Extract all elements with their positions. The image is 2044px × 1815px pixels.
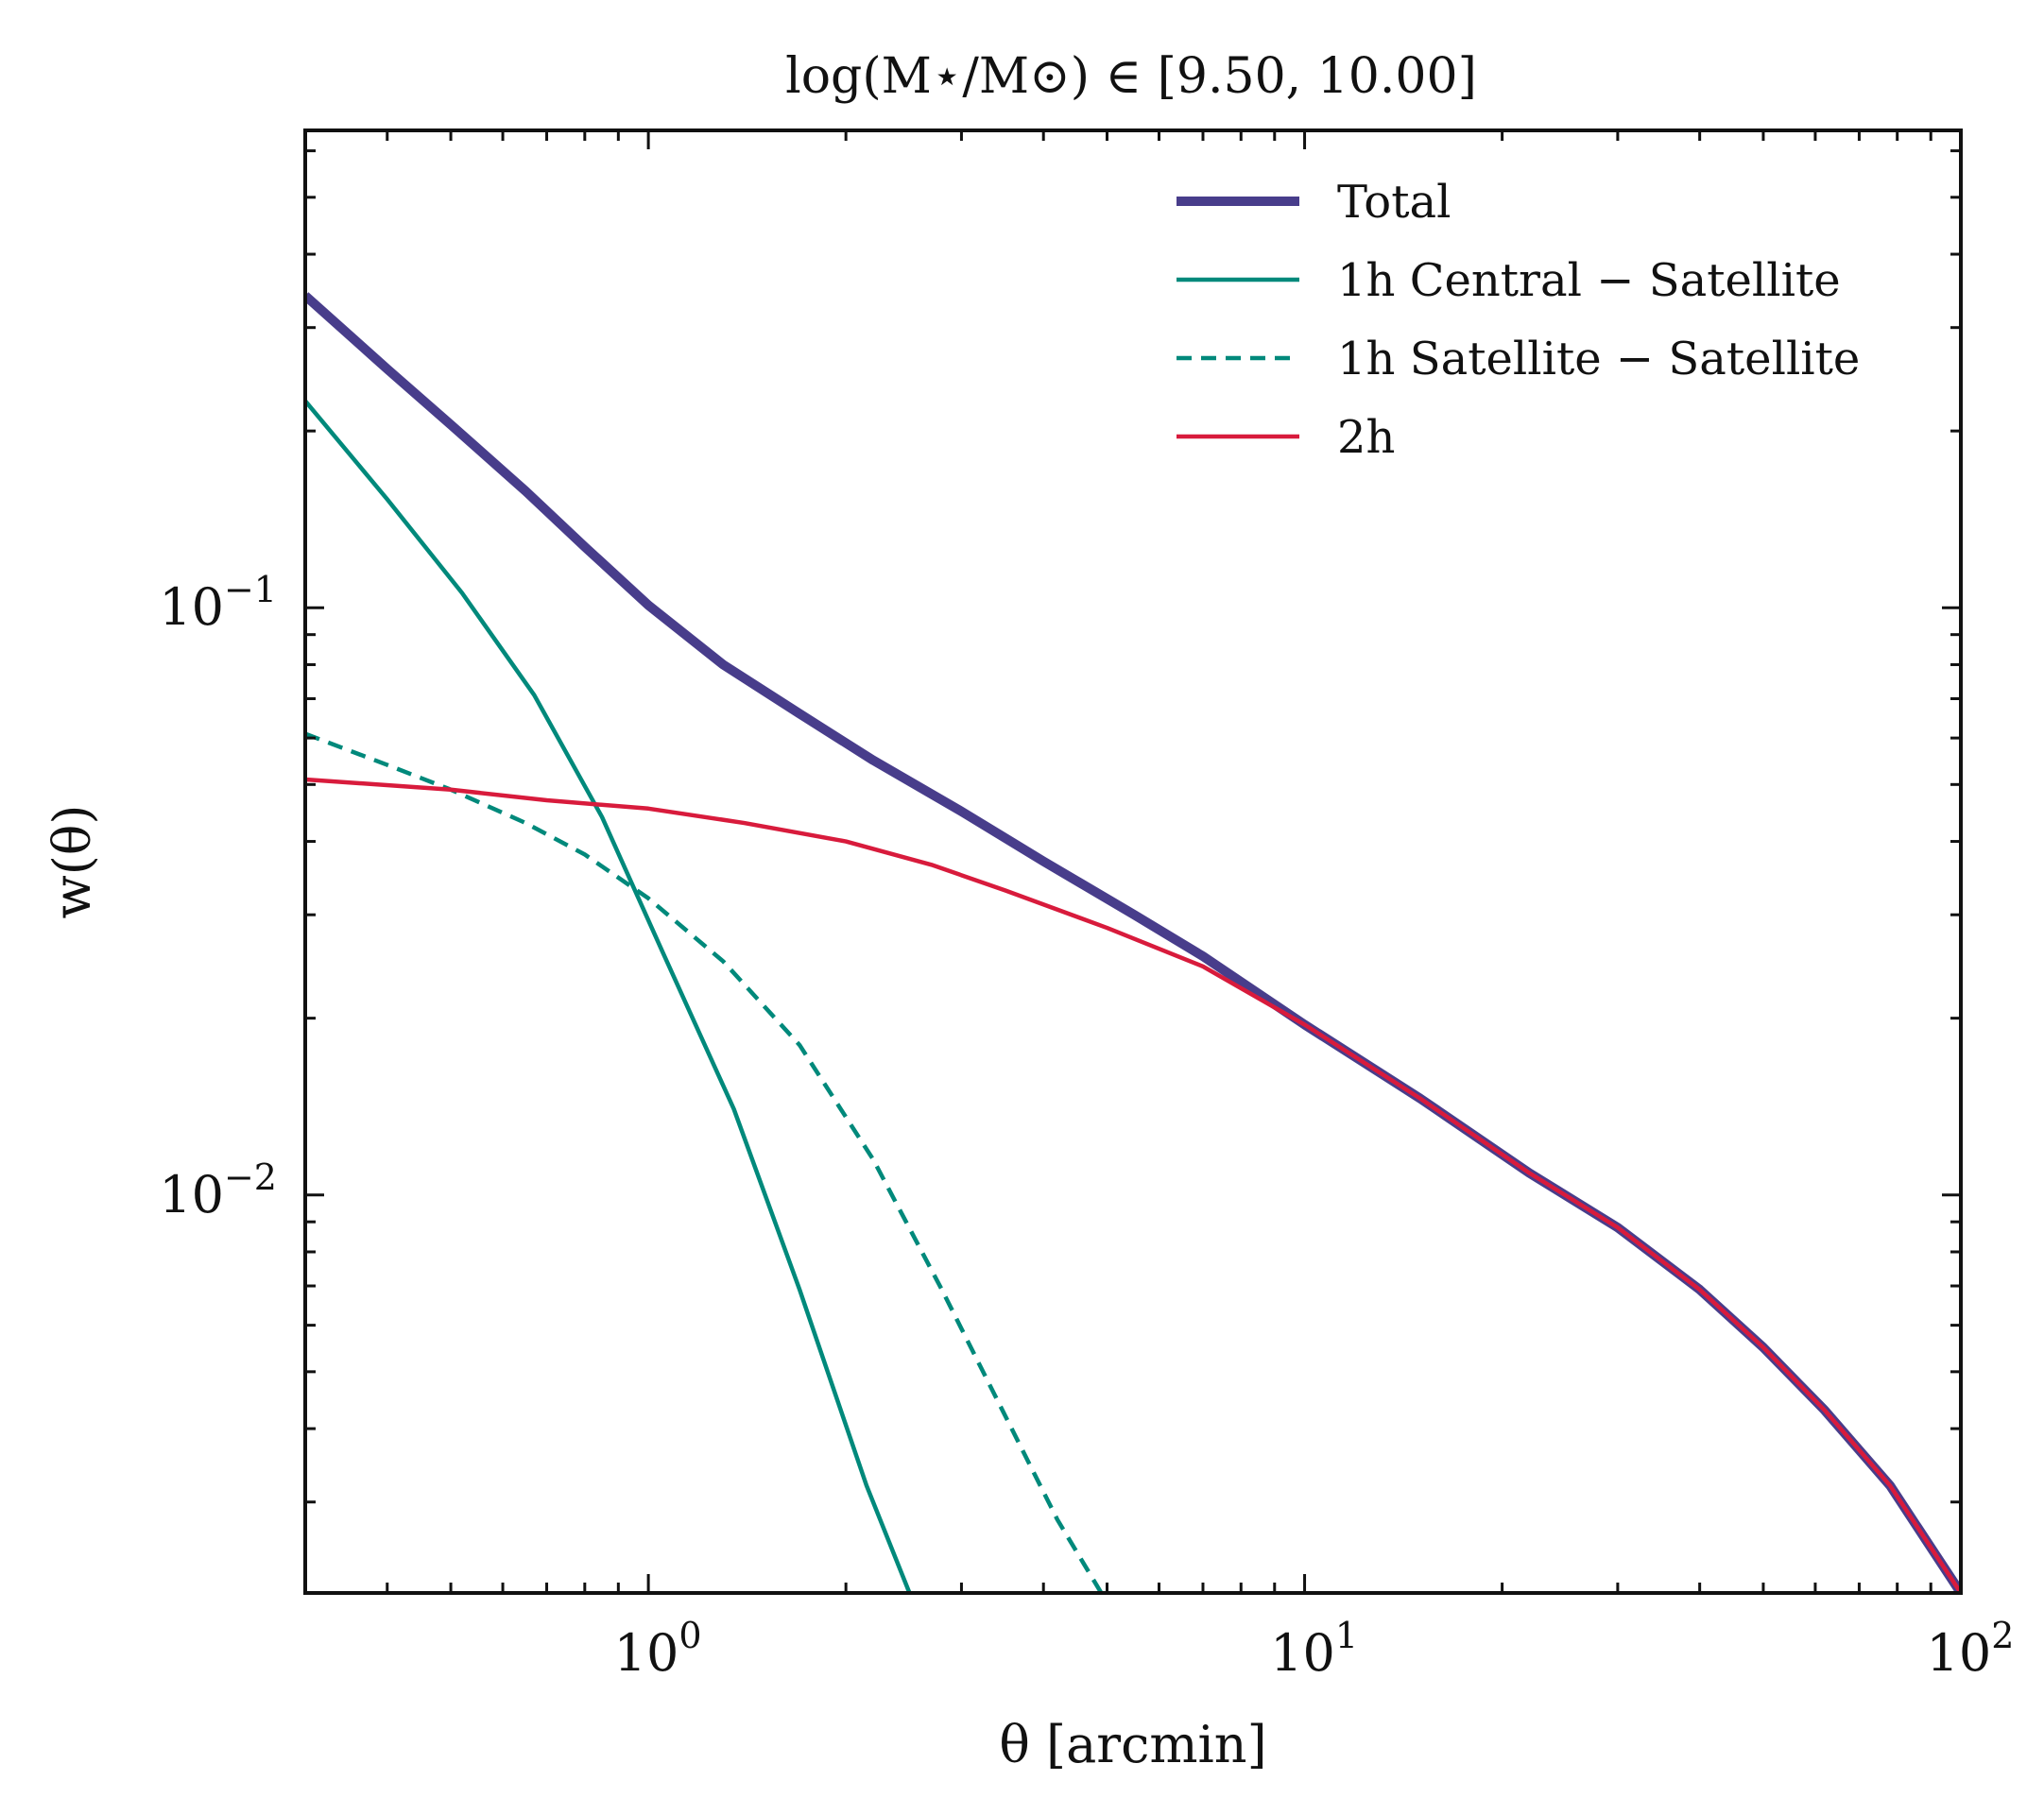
legend: Total 1h Central − Satellite 1h Satellite … (1177, 176, 1860, 464)
x-axis-label: θ [arcmin] (999, 1715, 1266, 1774)
legend-label-2h: 2h (1337, 411, 1395, 464)
x-tick-label: 102 (1927, 1615, 2015, 1683)
tick-labels-layer: 100 101 102 10−2 10−1 (159, 569, 2014, 1683)
legend-label-1h-central-satellite: 1h Central − Satellite (1337, 254, 1841, 307)
chart-title: log(M⋆/M⊙) ∈ [9.50, 10.00] (785, 48, 1477, 105)
y-tick-label: 10−1 (159, 569, 277, 637)
x-tick-label: 100 (614, 1615, 702, 1683)
legend-label-1h-satellite-satellite: 1h Satellite − Satellite (1337, 333, 1860, 385)
legend-label-total: Total (1337, 176, 1451, 229)
series-line-1h-central-satellite (305, 399, 912, 1593)
plot-frame (303, 128, 1963, 1595)
x-tick-label: 101 (1270, 1615, 1358, 1683)
y-tick-label: 10−2 (159, 1156, 277, 1224)
series-layer (305, 292, 1961, 1593)
y-axis-label: w(θ) (43, 805, 102, 919)
series-line-2h (305, 777, 1961, 1593)
